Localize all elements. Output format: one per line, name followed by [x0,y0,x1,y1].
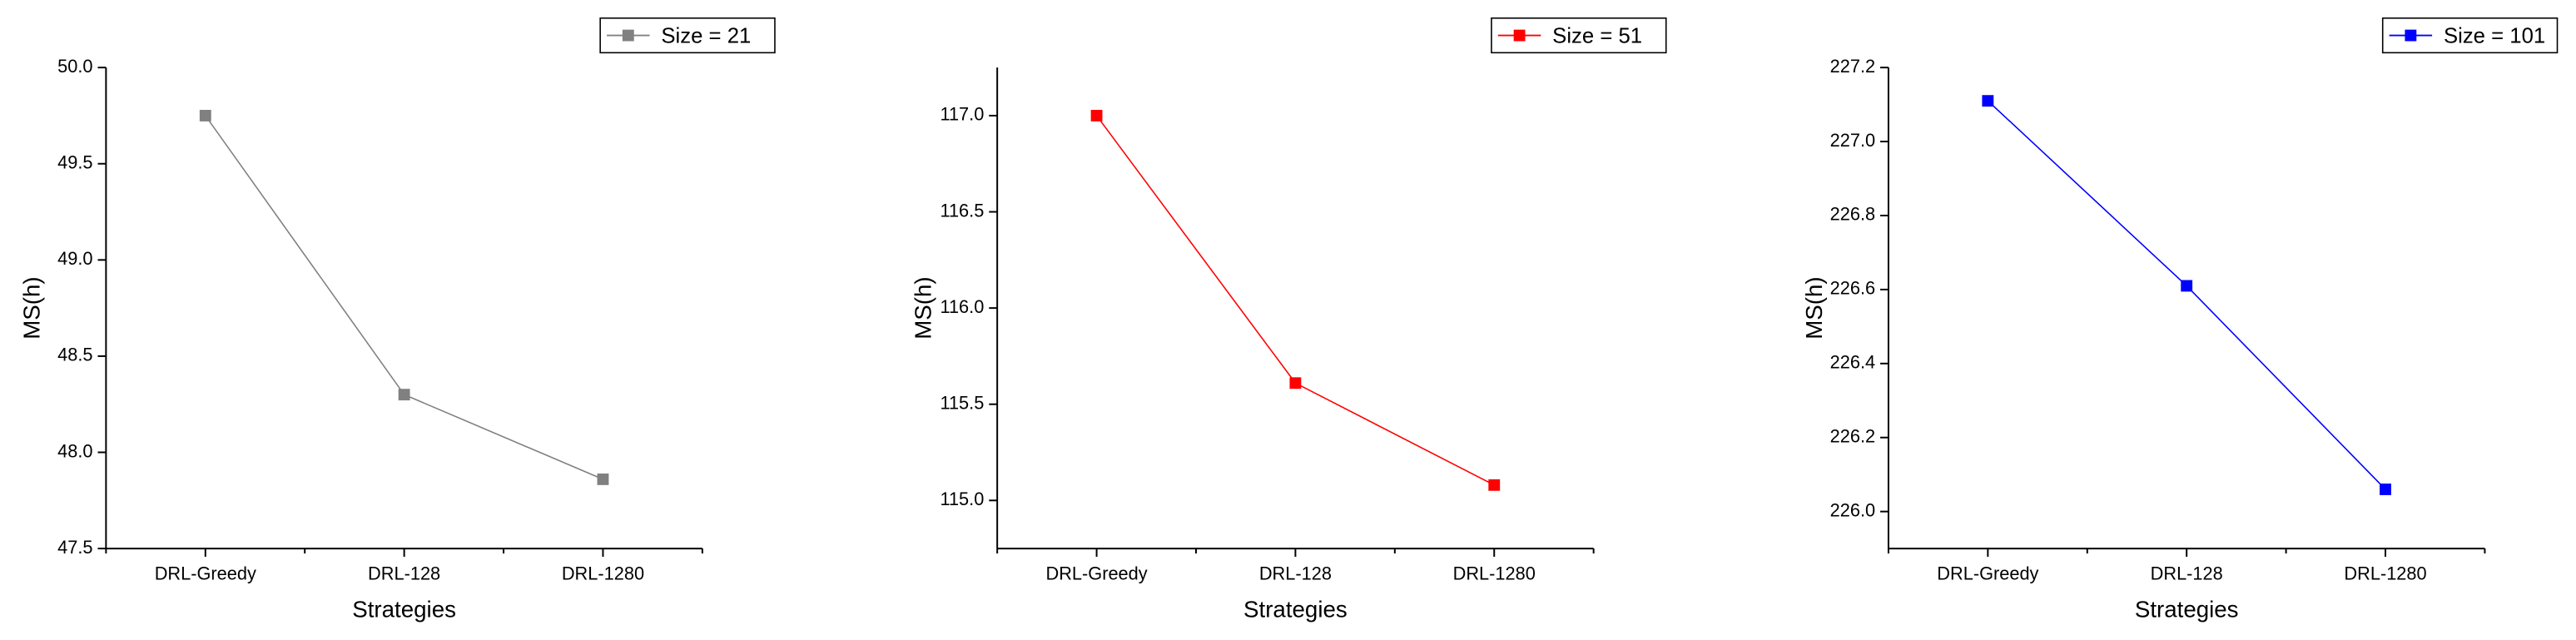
legend-key-marker [2405,29,2417,42]
y-tick-label: 47.5 [57,537,92,558]
y-axis-title: MS(h) [910,276,936,339]
x-tick-label: DRL-128 [1259,563,1332,584]
x-tick-label: DRL-128 [2151,563,2223,584]
legend-label: Size = 101 [2444,24,2545,47]
data-point [2181,280,2193,292]
y-tick-label: 115.0 [940,489,984,509]
x-tick-label: DRL-128 [368,563,440,584]
data-point [597,473,609,485]
series-line [1987,100,2386,490]
x-axis-title: Strategies [352,597,456,623]
y-tick-label: 226.4 [1830,352,1875,373]
y-tick-label: 227.2 [1830,56,1875,77]
legend-key-marker [622,29,634,42]
y-tick-label: 226.2 [1830,425,1875,446]
y-tick-label: 50.0 [57,56,92,77]
data-point [199,110,211,122]
data-point [398,389,410,401]
x-tick-label: DRL-1280 [1453,563,1536,584]
x-tick-label: DRL-Greedy [1937,563,2038,584]
y-tick-label: 115.5 [940,392,984,413]
legend-key-marker [1513,29,1526,42]
x-tick-label: DRL-1280 [2344,563,2426,584]
legend-label: Size = 21 [661,24,751,47]
y-tick-label: 48.5 [57,345,92,365]
y-axis-title: MS(h) [19,276,45,339]
data-point [1289,377,1302,389]
y-tick-label: 49.0 [57,248,92,269]
x-tick-label: DRL-Greedy [155,563,256,584]
y-tick-label: 116.5 [940,200,984,221]
series-line [1095,115,1495,486]
y-tick-label: 226.6 [1830,278,1875,299]
y-tick-label: 226.0 [1830,499,1875,520]
legend-label: Size = 51 [1552,24,1642,47]
data-point [1982,95,1994,107]
data-point [2380,484,2391,495]
y-tick-label: 227.0 [1830,130,1875,151]
x-axis-title: Strategies [2135,597,2239,623]
y-axis-title: MS(h) [1801,276,1827,339]
y-tick-label: 117.0 [940,104,984,125]
y-tick-label: 48.0 [57,440,92,461]
series-line [205,115,603,480]
x-axis-title: Strategies [1243,597,1348,623]
y-tick-label: 49.5 [57,151,92,172]
data-point [1090,110,1103,122]
x-tick-label: DRL-1280 [562,563,644,584]
y-tick-label: 226.8 [1830,204,1875,225]
data-point [1488,479,1501,491]
y-tick-label: 116.0 [940,296,984,317]
x-tick-label: DRL-Greedy [1045,563,1147,584]
